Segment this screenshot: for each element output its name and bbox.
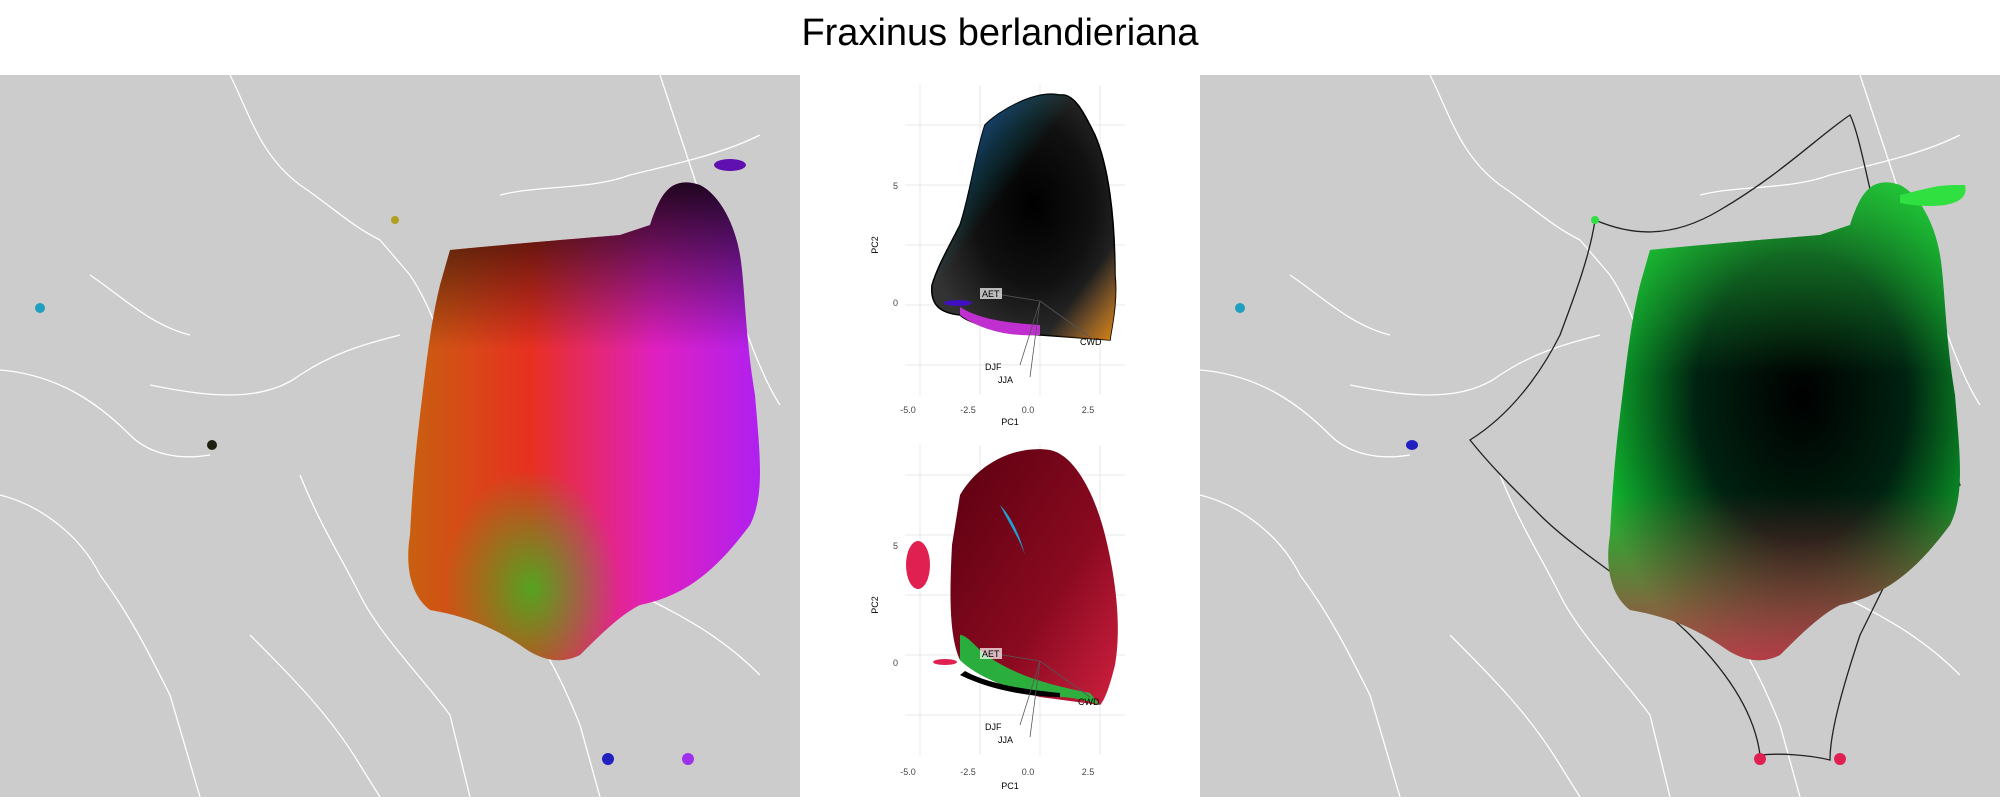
bottom-outlier-cluster — [906, 541, 930, 589]
y-axis-label: PC2 — [870, 236, 880, 254]
y-tick: 0 — [893, 298, 898, 308]
vector-label-cwd: CWD — [1078, 697, 1100, 707]
vector-label-cwd: CWD — [1080, 337, 1102, 347]
bottom-point-cloud — [950, 449, 1118, 705]
y-tick: 0 — [893, 658, 898, 668]
x-tick: 0.0 — [1022, 767, 1035, 777]
figure-title: Fraxinus berlandieriana — [801, 12, 1199, 54]
x-tick: -5.0 — [900, 405, 916, 415]
vector-label-aet: AET — [982, 649, 1000, 659]
x-tick: -5.0 — [900, 767, 916, 777]
vector-label-jja: JJA — [998, 375, 1013, 385]
vector-label-djf: DJF — [985, 722, 1002, 732]
x-tick: 0.0 — [1022, 405, 1035, 415]
right-map-panel — [1200, 75, 2000, 797]
x-tick: -2.5 — [960, 767, 976, 777]
pca-scatter-bottom: AET CWD DJF JJA -5.0 -2.5 0.0 2.5 5 0 PC… — [860, 435, 1140, 795]
right-outlier-points — [1235, 216, 1846, 765]
y-axis-label: PC2 — [870, 596, 880, 614]
pca-scatter-top: AET CWD DJF JJA -5.0 -2.5 0.0 2.5 5 0 PC… — [860, 75, 1140, 427]
x-tick: 2.5 — [1082, 767, 1095, 777]
right-range-tone — [1608, 182, 1960, 661]
top-cloud-magenta-band — [960, 307, 1040, 336]
x-axis-label: PC1 — [1001, 417, 1019, 425]
y-tick: 5 — [893, 541, 898, 551]
left-range-green-tone — [408, 182, 760, 661]
vector-label-djf: DJF — [985, 362, 1002, 372]
left-map-panel — [0, 75, 800, 797]
x-axis-label: PC1 — [1001, 781, 1019, 791]
vector-label-jja: JJA — [998, 735, 1013, 745]
top-point-cloud-color — [931, 94, 1116, 340]
left-outlier-points — [35, 159, 746, 765]
bottom-outlier-blob — [933, 659, 957, 665]
vector-label-aet: AET — [982, 289, 1000, 299]
x-tick: 2.5 — [1082, 405, 1095, 415]
x-tick: -2.5 — [960, 405, 976, 415]
right-top-green-blob — [1900, 185, 1966, 206]
convex-hull-outline — [1469, 114, 1961, 761]
y-tick: 5 — [893, 181, 898, 191]
bottom-cloud-dark-band — [960, 671, 1060, 697]
top-outlier-blob — [944, 300, 972, 306]
